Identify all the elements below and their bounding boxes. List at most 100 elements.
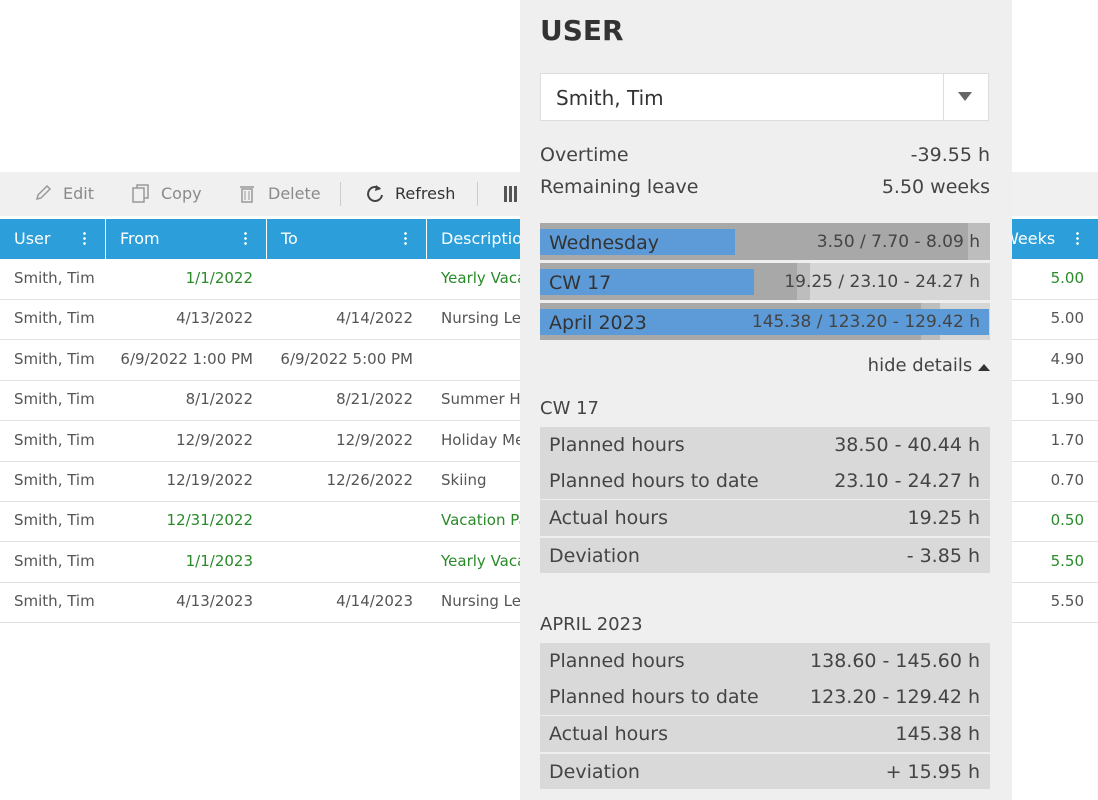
detail-row: Planned hours to date 23.10 - 24.27 h — [540, 463, 990, 500]
cell-weeks: 5.50 — [1050, 551, 1084, 570]
section-title: CW 17 — [540, 398, 599, 419]
cell-description: Nursing Lea — [441, 309, 531, 328]
cell-from: 8/1/2022 — [185, 390, 253, 409]
cell-weeks: 1.70 — [1050, 430, 1084, 449]
table-row[interactable]: Smith, Tim 12/9/2022 12/9/2022 Holiday Me 1.… — [0, 421, 1098, 462]
cell-from: 12/9/2022 — [176, 430, 253, 449]
cell-from: 1/1/2022 — [185, 269, 253, 287]
user-select[interactable]: Smith, Tim — [540, 73, 989, 121]
cell-user: Smith, Tim — [14, 269, 95, 287]
cell-description: Vacation Pa — [441, 511, 528, 530]
detail-row: Actual hours 145.38 h — [540, 715, 990, 752]
progress-bar: CW 17 19.25 / 23.10 - 24.27 h — [540, 263, 990, 300]
delete-button[interactable]: Delete — [268, 184, 321, 203]
separator — [340, 182, 341, 206]
bar-value: 145.38 / 123.20 - 129.42 h — [751, 312, 980, 332]
select-value: Smith, Tim — [556, 86, 664, 110]
cell-from: 6/9/2022 1:00 PM — [120, 349, 253, 368]
summary-label: Overtime — [540, 144, 629, 166]
user-panel: USER Smith, Tim hide details Overtime -39… — [520, 0, 1012, 800]
edit-button[interactable]: Edit — [63, 184, 94, 203]
detail-value: 123.20 - 129.42 h — [810, 686, 980, 709]
detail-value: - 3.85 h — [906, 544, 980, 567]
toggle-arrow — [978, 364, 990, 371]
details-toggle[interactable]: hide details — [868, 355, 990, 376]
panel-title: USER — [540, 14, 624, 47]
detail-value: 19.25 h — [907, 506, 980, 529]
cell-from: 4/13/2023 — [176, 592, 253, 611]
cell-user: Smith, Tim — [14, 309, 95, 328]
cell-from: 12/19/2022 — [166, 471, 253, 489]
cell-to: 12/9/2022 — [336, 430, 413, 449]
select-divider — [943, 74, 944, 120]
cell-user: Smith, Tim — [14, 430, 95, 449]
dropdown-arrow — [958, 92, 972, 101]
progress-bar: Wednesday 3.50 / 7.70 - 8.09 h — [540, 223, 990, 260]
detail-value: 38.50 - 40.44 h — [834, 434, 980, 456]
cell-user: Smith, Tim — [14, 390, 95, 409]
copy-button[interactable]: Copy — [161, 184, 202, 203]
detail-value: + 15.95 h — [885, 760, 980, 783]
copy-icon — [132, 184, 149, 203]
column-menu[interactable] — [404, 231, 407, 245]
column-header[interactable]: User — [14, 229, 51, 248]
refresh-icon — [367, 185, 383, 202]
cell-user: Smith, Tim — [14, 551, 95, 570]
cell-weeks: 5.50 — [1050, 592, 1084, 611]
toggle-text: hide details — [867, 355, 973, 376]
column-header[interactable]: From — [120, 229, 160, 248]
detail-row: Planned hours to date 123.20 - 129.42 h — [540, 679, 990, 716]
detail-row: Deviation - 3.85 h — [540, 537, 990, 573]
bar-value: 19.25 / 23.10 - 24.27 h — [784, 272, 980, 292]
bar-value: 3.50 / 7.70 - 8.09 h — [816, 232, 980, 252]
detail-value: 138.60 - 145.60 h — [810, 650, 980, 672]
actual-bar — [540, 269, 755, 295]
refresh-button[interactable]: Refresh — [395, 184, 456, 203]
detail-label: Actual hours — [549, 506, 668, 529]
summary-value: -39.55 h — [910, 144, 990, 166]
cell-to: 4/14/2023 — [336, 592, 413, 611]
cell-weeks: 4.90 — [1050, 349, 1084, 368]
cell-description: Skiing — [441, 471, 487, 489]
column-header[interactable]: To — [281, 229, 298, 248]
delete-icon — [240, 186, 254, 203]
table-row[interactable]: Smith, Tim 12/19/2022 12/26/2022 Skiing 0.70 — [0, 461, 1098, 502]
cell-from: 12/31/2022 — [166, 511, 253, 530]
cell-user: Smith, Tim — [14, 592, 95, 611]
cell-weeks: 0.50 — [1050, 511, 1084, 530]
column-header[interactable]: Weeks — [1003, 229, 1056, 248]
detail-row: Actual hours 19.25 h — [540, 499, 990, 536]
cell-description: Nursing Lea — [441, 592, 531, 611]
cell-weeks: 1.90 — [1050, 390, 1084, 409]
cell-user: Smith, Tim — [14, 471, 95, 489]
cell-weeks: 5.00 — [1050, 309, 1084, 328]
cell-to: 6/9/2022 5:00 PM — [280, 349, 413, 368]
bar-label: April 2023 — [549, 312, 647, 334]
column-divider — [426, 219, 427, 259]
cell-to: 8/21/2022 — [336, 390, 413, 409]
detail-label: Deviation — [549, 760, 640, 783]
detail-row: Planned hours 138.60 - 145.60 h — [540, 643, 990, 679]
bar-label: Wednesday — [549, 232, 660, 254]
column-header[interactable]: Description — [441, 229, 533, 248]
bar-label: CW 17 — [549, 272, 612, 294]
summary-value: 5.50 weeks — [881, 176, 990, 198]
detail-row: Planned hours 38.50 - 40.44 h — [540, 427, 990, 463]
columns-icon[interactable] — [503, 185, 519, 203]
detail-label: Planned hours to date — [549, 686, 759, 709]
cell-description: Holiday Me — [441, 430, 525, 449]
column-menu[interactable] — [83, 231, 86, 245]
cell-weeks: 0.70 — [1050, 471, 1084, 489]
cell-user: Smith, Tim — [14, 349, 95, 368]
separator — [477, 182, 478, 206]
column-menu[interactable] — [244, 231, 247, 245]
section-title: APRIL 2023 — [540, 614, 643, 635]
column-menu[interactable] — [1076, 231, 1079, 245]
progress-bar: April 2023 145.38 / 123.20 - 129.42 h — [540, 303, 990, 340]
cell-from: 4/13/2022 — [176, 309, 253, 328]
detail-label: Planned hours — [549, 650, 685, 672]
cell-to: 4/14/2022 — [336, 309, 413, 328]
detail-row: Deviation + 15.95 h — [540, 753, 990, 789]
cell-from: 1/1/2023 — [185, 551, 253, 570]
